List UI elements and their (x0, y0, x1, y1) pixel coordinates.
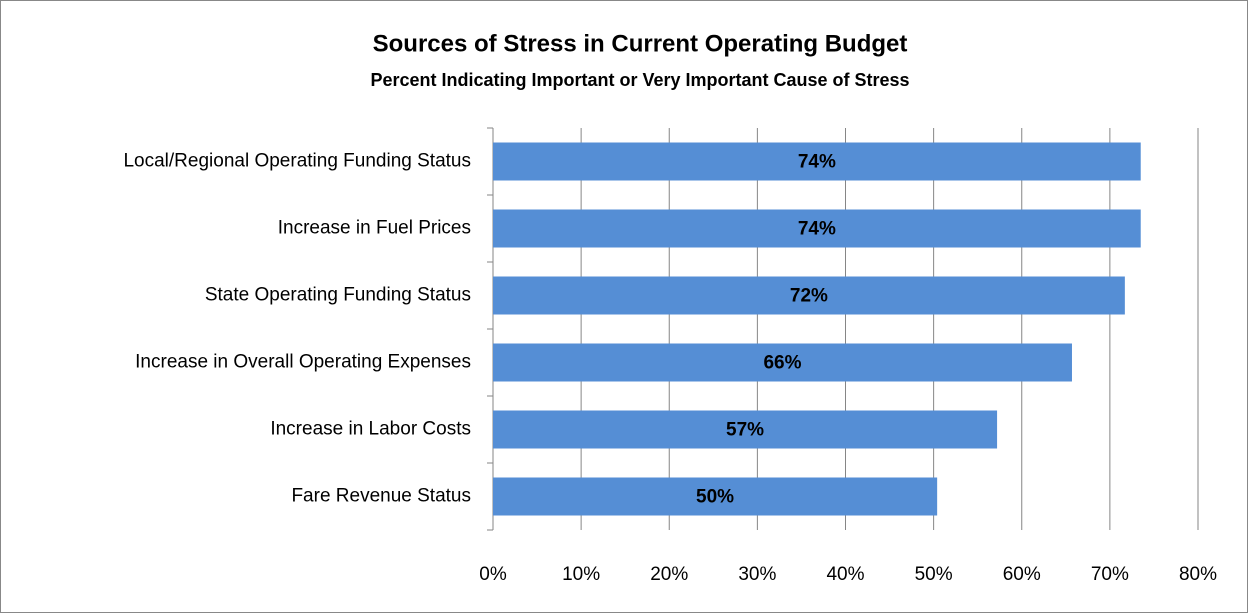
bar (493, 477, 938, 516)
x-tick-label: 80% (1179, 564, 1217, 585)
x-tick-label: 20% (650, 564, 688, 585)
data-label: 72% (790, 286, 828, 307)
data-label: 74% (798, 152, 836, 173)
chart-title: Sources of Stress in Current Operating B… (373, 30, 908, 57)
x-tick-label: 0% (479, 564, 507, 585)
y-tick-label: Increase in Labor Costs (270, 419, 471, 440)
data-label: 57% (726, 420, 764, 441)
data-label: 50% (696, 487, 734, 508)
bar (493, 276, 1125, 315)
x-tick-label: 10% (562, 564, 600, 585)
x-tick-label: 30% (738, 564, 776, 585)
bar (493, 142, 1141, 181)
x-tick-label: 50% (915, 564, 953, 585)
y-tick-label: Local/Regional Operating Funding Status (123, 151, 471, 172)
data-label: 74% (798, 219, 836, 240)
data-label: 66% (763, 353, 801, 374)
y-tick-label: Increase in Overall Operating Expenses (135, 352, 471, 373)
y-tick-label: Increase in Fuel Prices (278, 218, 471, 239)
x-tick-label: 70% (1091, 564, 1129, 585)
y-tick-label: State Operating Funding Status (205, 285, 471, 306)
bar (493, 410, 998, 449)
bar (493, 209, 1141, 248)
x-tick-label: 40% (826, 564, 864, 585)
y-tick-label: Fare Revenue Status (291, 486, 471, 507)
bar (493, 343, 1072, 382)
x-tick-label: 60% (1003, 564, 1041, 585)
chart-subtitle: Percent Indicating Important or Very Imp… (370, 70, 909, 90)
